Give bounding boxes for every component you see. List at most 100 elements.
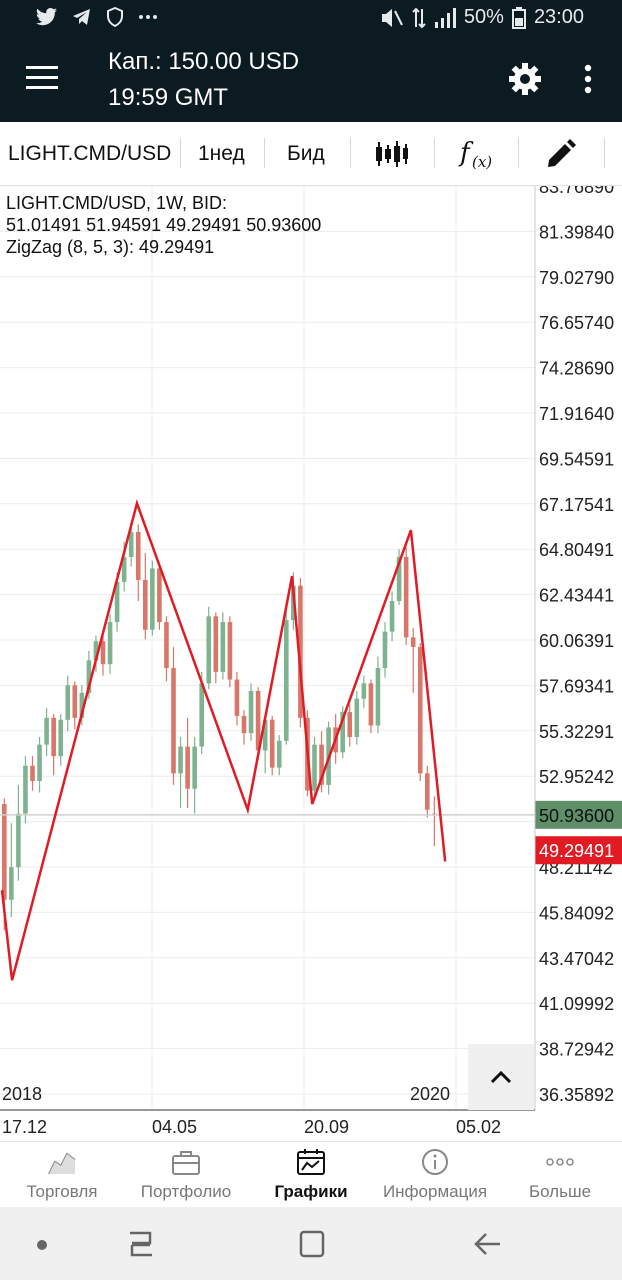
candle-body (347, 712, 353, 737)
candle-body (72, 685, 78, 718)
candle-body (403, 556, 409, 638)
y-tick-label: 64.80491 (539, 540, 614, 560)
candle-body (220, 622, 226, 672)
candle-body (30, 765, 35, 782)
drawing-tools-button[interactable] (545, 122, 577, 186)
pencil-icon (548, 139, 576, 167)
candle-body (9, 867, 14, 900)
price-chart[interactable]: 83.76890 81.39840 79.02790 76.65740 74.28690… (0, 186, 622, 1141)
more-notifications-icon (139, 15, 157, 19)
gear-icon[interactable] (508, 62, 542, 96)
candle-body (58, 719, 63, 757)
info-icon (422, 1149, 448, 1175)
y-tick-label: 83.76890 (539, 186, 614, 197)
svg-text:(x): (x) (472, 153, 492, 171)
trade-chart-icon (48, 1152, 76, 1175)
zigzag-value-label: 49.29491 (539, 841, 614, 861)
current-price-label: 50.93600 (539, 806, 614, 826)
candle-body (396, 556, 402, 602)
signal-icon (434, 7, 456, 28)
chart-type-button[interactable] (375, 122, 409, 186)
candle-body (93, 641, 99, 661)
candle-body (199, 683, 204, 747)
chart-toolbar: LIGHT.CMD/USD 1нед Бид f (x) (0, 122, 622, 186)
candle-body (234, 679, 240, 716)
candle-body (241, 715, 247, 734)
y-tick-label: 52.95242 (539, 767, 614, 787)
chart-info: LIGHT.CMD/USD, 1W, BID: 51.01491 51.9459… (6, 192, 321, 258)
y-tick-label: 55.32291 (539, 722, 614, 742)
candle-body (192, 746, 197, 789)
candle-body (37, 744, 42, 782)
candle-body (150, 568, 155, 630)
symbol-selector[interactable]: LIGHT.CMD/USD (8, 142, 172, 165)
y-tick-label: 81.39840 (539, 222, 614, 242)
candle-body (143, 579, 148, 630)
chart-canvas[interactable]: 83.76890 81.39840 79.02790 76.65740 74.28690… (0, 186, 622, 1141)
x-tick: 05.02 (456, 1117, 502, 1137)
chart-info-zigzag: ZigZag (8, 5, 3): 49.29491 (6, 237, 215, 257)
indicators-button[interactable]: f (x) (458, 122, 496, 186)
candle-body (354, 698, 360, 737)
candle-body (417, 646, 423, 774)
y-tick-label: 71.91640 (539, 404, 614, 424)
candle-body (178, 746, 183, 774)
system-navigation-bar (0, 1207, 622, 1280)
overflow-menu-icon[interactable] (583, 64, 593, 94)
candle-body (361, 683, 367, 699)
candle-body (44, 717, 49, 745)
price-type-selector[interactable]: Бид (287, 142, 325, 165)
y-tick-label: 43.47042 (539, 949, 614, 969)
candle-body (121, 556, 127, 582)
app-bar: Кап.: 150.00 USD 19:59 GMT (0, 36, 622, 122)
candle-body (410, 637, 416, 647)
candle-body (164, 622, 169, 669)
y-tick-label: 36.35892 (539, 1085, 614, 1105)
data-arrows-icon (412, 7, 426, 28)
nav-information[interactable]: Информация (376, 1142, 494, 1208)
x-tick: 17.12 (2, 1117, 48, 1137)
scroll-up-button[interactable] (468, 1044, 534, 1110)
candle-body (425, 773, 430, 810)
nav-portfolio[interactable]: Портфолио (130, 1142, 242, 1208)
recent-apps-icon[interactable] (126, 1229, 154, 1259)
nav-more[interactable]: Больше (520, 1142, 600, 1208)
chart-info-ohlc: 51.01491 51.94591 49.29491 50.93600 (6, 215, 322, 235)
candle-body (319, 744, 324, 785)
zigzag-value-badge (535, 836, 622, 865)
candle-body (2, 804, 7, 900)
status-bar: 50% 23:00 (0, 0, 622, 36)
dot-icon[interactable] (36, 1239, 48, 1251)
clock: 23:00 (533, 6, 584, 28)
y-tick-label: 41.09992 (539, 994, 614, 1014)
period-selector[interactable]: 1нед (198, 142, 245, 165)
shield-icon (107, 7, 123, 27)
candle-body (213, 616, 219, 672)
candle-body (298, 585, 303, 718)
candle-body (340, 712, 345, 753)
y-tick-label: 67.17541 (539, 495, 614, 515)
y-tick-label: 45.84092 (539, 903, 614, 923)
y-tick-label: 74.28690 (539, 359, 614, 379)
candle-body (206, 616, 212, 684)
home-icon[interactable] (298, 1229, 326, 1259)
x-tick: 20.09 (304, 1117, 350, 1137)
candle-body (269, 719, 275, 768)
candle-body (135, 532, 141, 580)
year-label: 2020 (410, 1084, 450, 1104)
candle-body (262, 719, 268, 751)
menu-icon[interactable] (26, 66, 58, 90)
calendar-chart-icon (297, 1149, 325, 1175)
candle-body (185, 746, 190, 789)
current-price-badge (535, 800, 622, 829)
nav-charts[interactable]: Графики (266, 1142, 356, 1208)
candle-body (227, 622, 233, 680)
nav-trade[interactable]: Торговля (14, 1142, 110, 1208)
candle-body (128, 532, 134, 557)
bottom-navigation: Торговля Портфолио Графики Информация Бо… (0, 1141, 622, 1207)
candle-body (382, 631, 388, 669)
candle-body (255, 691, 261, 751)
back-icon[interactable] (472, 1231, 502, 1257)
y-tick-label: 60.06391 (539, 631, 614, 651)
candle-body (16, 813, 21, 868)
